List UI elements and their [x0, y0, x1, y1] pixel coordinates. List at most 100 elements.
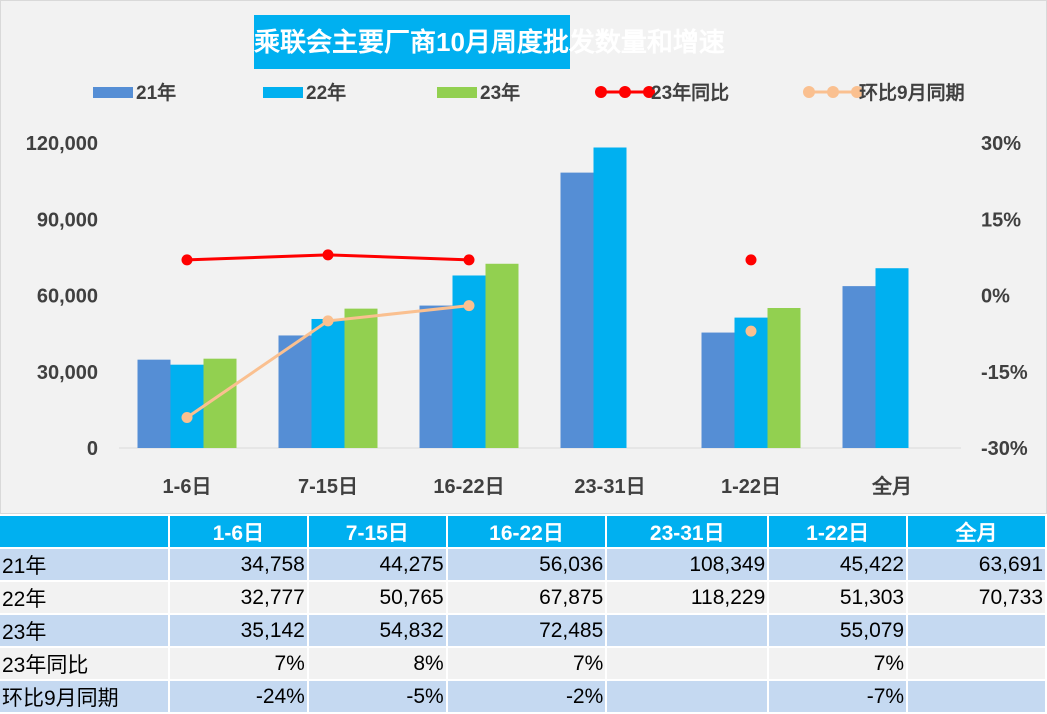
bar-21年 — [842, 286, 876, 448]
point-环比9月同期 — [463, 300, 475, 312]
y-left-tick-label: 60,000 — [37, 286, 98, 308]
point-环比9月同期 — [322, 315, 334, 327]
table-cell: 7% — [446, 647, 608, 681]
table-cell: 7% — [768, 647, 909, 681]
table-cell: 1-6日 — [169, 516, 309, 549]
table-cell — [606, 647, 770, 681]
table-cell: 环比9月同期 — [0, 680, 170, 714]
table-cell: 35,142 — [169, 614, 309, 648]
table-row: 22年 32,777 50,765 67,875 118,229 51,303 70,733 — [0, 581, 1047, 615]
point-环比9月同期 — [181, 412, 193, 423]
point-环比9月同期 — [745, 325, 757, 337]
legend-marker — [851, 86, 863, 98]
y-left-tick-label: 0 — [87, 438, 98, 460]
legend-label: 23年 — [480, 81, 520, 104]
bar-22年 — [734, 317, 768, 448]
bar-22年 — [875, 268, 909, 448]
table-cell: 32,777 — [169, 581, 309, 615]
table-row: 23年 35,142 54,832 72,485 55,079 — [0, 614, 1047, 648]
chart-svg: 0 30,000 60,000 90,000 120,000 -30% -15% 0% 15% 3… — [26, 81, 1028, 498]
y-left-tick-label: 30,000 — [37, 362, 98, 384]
y-right-tick-label: -30% — [981, 438, 1028, 460]
table-cell — [606, 614, 770, 648]
table-cell — [907, 647, 1047, 681]
table-cell — [606, 680, 770, 714]
table-cell: 51,303 — [768, 581, 909, 615]
table-cell: 1-22日 — [768, 516, 909, 549]
table-cell: 7-15日 — [307, 516, 448, 549]
legend-label: 环比9月同期 — [859, 82, 965, 104]
table-cell — [0, 516, 170, 549]
x-tick-label: 7-15日 — [298, 476, 358, 498]
table-cell: 50,765 — [307, 581, 448, 615]
table-cell: -2% — [446, 680, 608, 714]
y-right-tick-label: 30% — [981, 133, 1021, 155]
table-row: 21年 34,758 44,275 56,036 108,349 45,422 63,691 — [0, 548, 1047, 582]
y-right-tick-label: -15% — [981, 362, 1028, 384]
x-tick-label: 16-22日 — [433, 476, 504, 498]
x-tick-label: 1-22日 — [721, 476, 781, 498]
chart-area: 乘联会主要厂商10月周度批发数量和增速 0 30,000 60,000 90,000 1… — [0, 0, 1047, 514]
table-cell: 63,691 — [907, 548, 1047, 582]
table-cell: 44,275 — [307, 548, 448, 582]
table-cell: 67,875 — [446, 581, 608, 615]
bar-21年 — [278, 335, 312, 448]
table-cell: 56,036 — [446, 548, 608, 582]
legend-marker — [619, 86, 631, 98]
legend-marker — [595, 86, 607, 98]
table-cell: 118,229 — [606, 581, 770, 615]
bar-21年 — [419, 305, 453, 448]
legend-marker — [827, 86, 839, 98]
bar-22年 — [311, 318, 345, 448]
table-cell: 8% — [307, 647, 448, 681]
table-cell: 72,485 — [446, 614, 608, 648]
legend-label: 23年同比 — [651, 81, 729, 104]
table-header-row: 1-6日 7-15日 16-22日 23-31日 1-22日 全月 — [0, 516, 1047, 549]
y-left-tick-label: 120,000 — [26, 133, 98, 155]
bar-22年 — [170, 364, 204, 448]
table-row: 环比9月同期 -24% -5% -2% -7% — [0, 680, 1047, 714]
bar-21年 — [137, 359, 171, 448]
x-tick-label: 全月 — [871, 474, 912, 498]
table-cell: 70,733 — [907, 581, 1047, 615]
bar-22年 — [593, 147, 627, 449]
bar-23年 — [767, 308, 801, 448]
legend-swatch — [93, 87, 133, 98]
point-23年同比 — [181, 254, 193, 266]
table-cell: -5% — [307, 680, 448, 714]
point-23年同比 — [322, 249, 334, 261]
table-cell: -24% — [169, 680, 309, 714]
table-cell: 21年 — [0, 548, 170, 582]
legend-swatch — [263, 87, 303, 98]
table-cell: 34,758 — [169, 548, 309, 582]
legend-label: 22年 — [306, 81, 346, 104]
x-tick-label: 23-31日 — [574, 476, 645, 498]
point-23年同比 — [745, 254, 757, 266]
table-cell: 23年同比 — [0, 647, 170, 681]
table-cell: -7% — [768, 680, 909, 714]
y-left-tick-label: 90,000 — [37, 209, 98, 231]
legend-label: 21年 — [136, 81, 176, 104]
y-right-tick-label: 0% — [981, 286, 1010, 308]
table-row: 23年同比 7% 8% 7% 7% — [0, 647, 1047, 681]
data-table: 1-6日 7-15日 16-22日 23-31日 1-22日 全月 21年 34,758 44,… — [0, 516, 1047, 714]
point-23年同比 — [463, 254, 475, 266]
legend-marker — [803, 86, 815, 98]
table-cell: 16-22日 — [446, 516, 608, 549]
legend-marker — [643, 86, 655, 98]
table-cell: 全月 — [907, 516, 1047, 549]
table-cell: 7% — [169, 647, 309, 681]
table-cell — [907, 680, 1047, 714]
bar-21年 — [560, 172, 594, 448]
bar-21年 — [701, 332, 735, 448]
table-cell: 55,079 — [768, 614, 909, 648]
y-right-tick-label: 15% — [981, 209, 1021, 231]
table-cell: 23年 — [0, 614, 170, 648]
table-cell: 22年 — [0, 581, 170, 615]
table-cell: 45,422 — [768, 548, 909, 582]
table-cell: 108,349 — [606, 548, 770, 582]
bar-23年 — [485, 263, 519, 448]
table-cell — [907, 614, 1047, 648]
x-tick-label: 1-6日 — [163, 476, 212, 498]
legend-swatch — [437, 87, 477, 98]
